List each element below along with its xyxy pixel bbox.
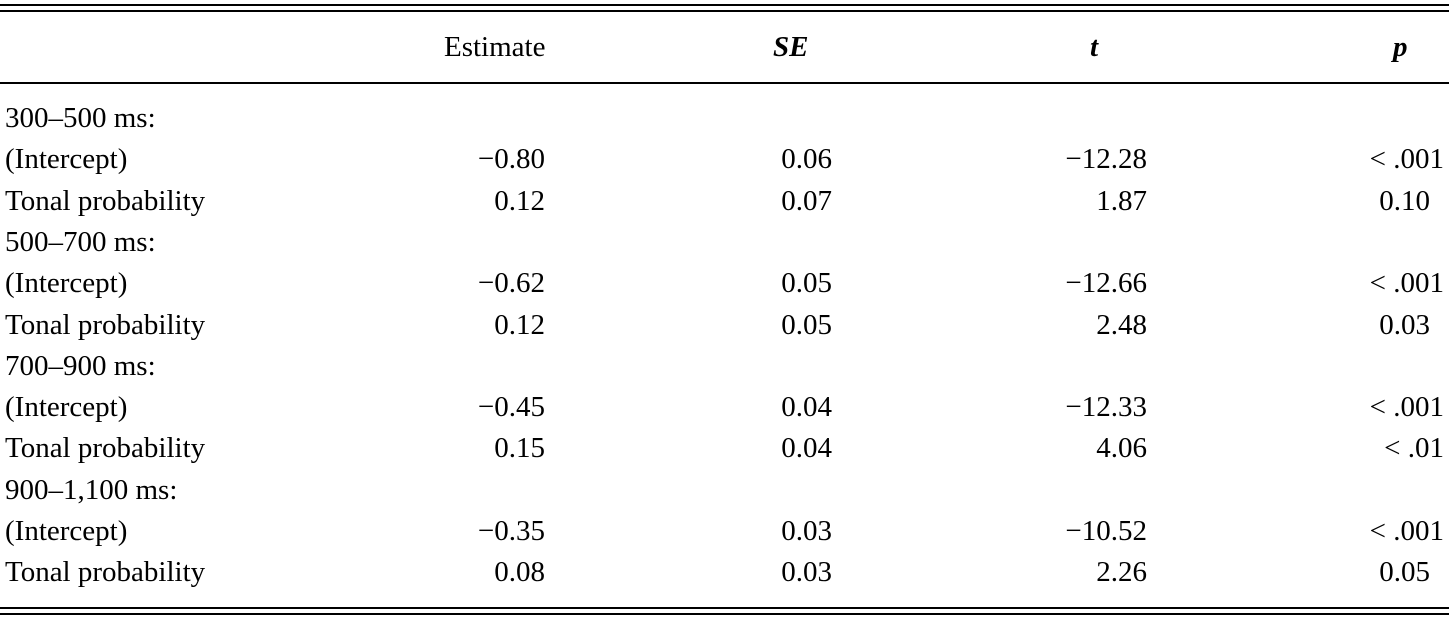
t-cell: 4.06 [1096,432,1147,465]
estimate-cell: 0.08 [494,556,545,589]
term-cell: Tonal probability [5,184,206,217]
header-se: SE [773,31,809,63]
group-label: 700–900 ms: [5,349,156,382]
p-cell: 0.03 [1379,308,1430,341]
table-row: (Intercept) −0.35 0.03 −10.52 < .001 [0,511,1449,552]
p-cell: < .01 [1384,432,1444,465]
table-row: Tonal probability 0.12 0.07 1.87 0.10 [0,181,1449,222]
header-rule [0,82,1449,84]
term-cell: (Intercept) [5,391,128,424]
group-label: 900–1,100 ms: [5,473,178,506]
table-row: Tonal probability 0.15 0.04 4.06 < .01 [0,428,1449,469]
estimate-cell: −0.80 [477,143,545,176]
bottom-rule [0,607,1449,609]
p-cell: < .001 [1369,143,1444,176]
bottom-rule-inner [0,613,1449,615]
top-rule [0,4,1449,6]
group-label-row: 700–900 ms: [0,346,1449,387]
term-cell: Tonal probability [5,308,206,341]
se-cell: 0.06 [781,143,832,176]
header-p: p [1393,31,1408,63]
t-cell: 1.87 [1096,184,1147,217]
table-row: (Intercept) −0.62 0.05 −12.66 < .001 [0,263,1449,304]
t-cell: −12.33 [1065,391,1147,424]
t-cell: 2.26 [1096,556,1147,589]
p-cell: < .001 [1369,515,1444,547]
group-label-row: 300–500 ms: [0,98,1449,139]
t-cell: 2.48 [1096,308,1147,341]
term-cell: (Intercept) [5,515,128,547]
estimate-cell: 0.12 [494,184,545,217]
estimate-cell: −0.45 [477,391,545,424]
table-row: Tonal probability 0.08 0.03 2.26 0.05 [0,552,1449,593]
table-row: (Intercept) −0.45 0.04 −12.33 < .001 [0,387,1449,428]
estimate-cell: −0.35 [477,515,545,547]
t-cell: −10.52 [1065,515,1147,547]
se-cell: 0.04 [781,432,832,465]
estimate-cell: −0.62 [477,267,545,300]
se-cell: 0.03 [781,515,832,547]
p-cell: < .001 [1369,391,1444,424]
header-t: t [1090,31,1099,63]
se-cell: 0.03 [781,556,832,589]
table-header: Estimate SE t p [0,27,1449,68]
p-cell: < .001 [1369,267,1444,300]
table-row: (Intercept) −0.80 0.06 −12.28 < .001 [0,139,1449,180]
term-cell: Tonal probability [5,556,206,589]
estimate-cell: 0.12 [494,308,545,341]
se-cell: 0.05 [781,308,832,341]
top-rule-inner [0,10,1449,12]
p-cell: 0.10 [1379,184,1430,217]
group-label: 500–700 ms: [5,225,156,258]
table-row: Tonal probability 0.12 0.05 2.48 0.03 [0,305,1449,346]
se-cell: 0.04 [781,391,832,424]
t-cell: −12.66 [1065,267,1147,300]
term-cell: Tonal probability [5,432,206,465]
header-estimate: Estimate [444,31,546,63]
se-cell: 0.05 [781,267,832,300]
t-cell: −12.28 [1065,143,1147,176]
p-cell: 0.05 [1379,556,1430,589]
term-cell: (Intercept) [5,143,128,176]
group-label-row: 900–1,100 ms: [0,470,1449,511]
se-cell: 0.07 [781,184,832,217]
estimate-cell: 0.15 [494,432,545,465]
term-cell: (Intercept) [5,267,128,300]
group-label: 300–500 ms: [5,102,156,134]
group-label-row: 500–700 ms: [0,222,1449,263]
